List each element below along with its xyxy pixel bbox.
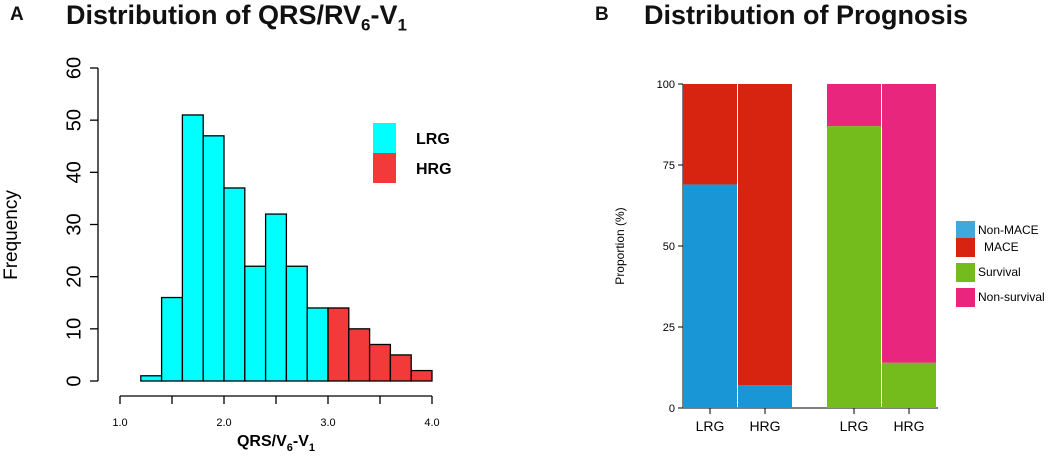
b-x-tick-label-1: HRG: [749, 418, 780, 434]
b-y-axis-label: Proportion (%): [613, 207, 627, 284]
b-y-tick-label-2: 50: [663, 241, 675, 253]
x-axis-label-part-3: 1: [309, 442, 315, 454]
y-tick-label-6: 60: [63, 57, 85, 79]
b-legend-swatch-mace: [956, 238, 975, 257]
b-legend-swatch-survival: [956, 263, 975, 282]
histogram-bar-10: [327, 307, 350, 382]
y-tick-label-4: 40: [63, 161, 85, 183]
b-y-tick-label-3: 75: [663, 160, 675, 172]
histogram-bar-7: [264, 213, 288, 382]
panel-a-title-sub2: 1: [397, 15, 407, 35]
b-legend-label-non-mace: Non-MACE: [978, 223, 1039, 237]
b-x-tick-label-3: HRG: [893, 418, 924, 434]
legend-label-lrg: LRG: [416, 131, 450, 148]
panel-a: A Distribution of QRS/RV6-V1 0 10 20 30 40 50…: [1, 0, 452, 454]
histogram-bar-12: [368, 343, 392, 382]
x-tick-label-0: 1.0: [112, 417, 127, 429]
panel-b-title: Distribution of Prognosis: [644, 0, 968, 30]
b-bar-1-hrg-non-mace: [738, 385, 792, 408]
b-bar-1-lrg-mace: [683, 84, 737, 185]
panel-b-letter: B: [595, 4, 609, 25]
b-bar-2-lrg-survival: [827, 126, 881, 409]
b-legend-label-non-survival: Non-survival: [978, 290, 1045, 304]
b-bar-2-hrg-survival: [882, 362, 936, 408]
b-legend-swatch-non-survival: [956, 288, 975, 307]
x-tick-label-3: 4.0: [424, 417, 439, 429]
b-legend-label-survival: Survival: [978, 265, 1021, 279]
legend-label-hrg: HRG: [416, 161, 452, 178]
b-y-tick-label-4: 100: [657, 79, 675, 91]
histogram-bar-4: [202, 135, 225, 382]
y-tick-label-2: 20: [63, 266, 85, 288]
panel-a-title-sub1: 6: [361, 15, 371, 35]
histogram-bar-13: [389, 354, 412, 382]
b-bar-1-hrg-mace: [738, 84, 792, 386]
b-x-tick-label-0: LRG: [696, 418, 725, 434]
b-y-tick-label-0: 0: [669, 403, 675, 415]
x-tick-label-1: 2.0: [216, 417, 231, 429]
b-legend-swatch-non-mace: [956, 221, 975, 240]
histogram-bar-1: [140, 375, 163, 382]
b-legend-label-mace: MACE: [984, 240, 1019, 254]
y-tick-label-5: 50: [63, 109, 85, 131]
histogram-chart: 0 10 20 30 40 50 60 Frequency 1.0 2.0 3.0 4.0 QRS/V6…: [1, 57, 452, 454]
x-axis-label-part-1: 6: [287, 442, 293, 454]
x-tick-label-2: 3.0: [320, 417, 335, 429]
histogram-bar-14: [410, 369, 433, 382]
y-tick-label-3: 30: [63, 213, 85, 235]
panel-a-title-main: Distribution of QRS/RV: [66, 0, 361, 30]
x-axis-label-part-2: -V: [293, 433, 309, 450]
b-bar-2-lrg-non-survival: [827, 84, 881, 127]
histogram-bar-11: [348, 328, 371, 382]
stacked-bar-chart: 0 25 50 75 100 Proportion (%) LRG HRG LRG HRG Non-…: [613, 79, 1045, 434]
histogram-bar-9: [306, 307, 329, 382]
x-axis-label-part-0: QRS/V: [237, 433, 287, 450]
panel-a-title: Distribution of QRS/RV6-V1: [66, 0, 407, 35]
y-tick-label-0: 0: [63, 375, 85, 386]
legend-swatch-hrg: [373, 153, 396, 183]
panel-a-title-mid: -V: [370, 0, 398, 30]
b-bar-2-hrg-non-survival: [882, 84, 936, 363]
y-axis-label: Frequency: [1, 190, 22, 280]
histogram-bar-8: [285, 265, 308, 382]
x-axis-label: QRS/V6-V1: [237, 433, 315, 454]
histogram-bar-2: [160, 296, 184, 382]
histogram-bar-5: [223, 187, 246, 382]
panel-a-letter: A: [10, 4, 24, 25]
b-x-tick-label-2: LRG: [840, 418, 869, 434]
b-y-tick-label-1: 25: [663, 322, 675, 334]
histogram-bar-6: [244, 265, 267, 382]
histogram-bar-3: [181, 114, 204, 382]
b-bar-1-lrg-non-mace: [683, 184, 737, 408]
y-tick-label-1: 10: [63, 318, 85, 340]
legend-swatch-lrg: [373, 123, 396, 153]
panel-b: B Distribution of Prognosis 0 25 50 75 100 Pr…: [540, 0, 1053, 462]
